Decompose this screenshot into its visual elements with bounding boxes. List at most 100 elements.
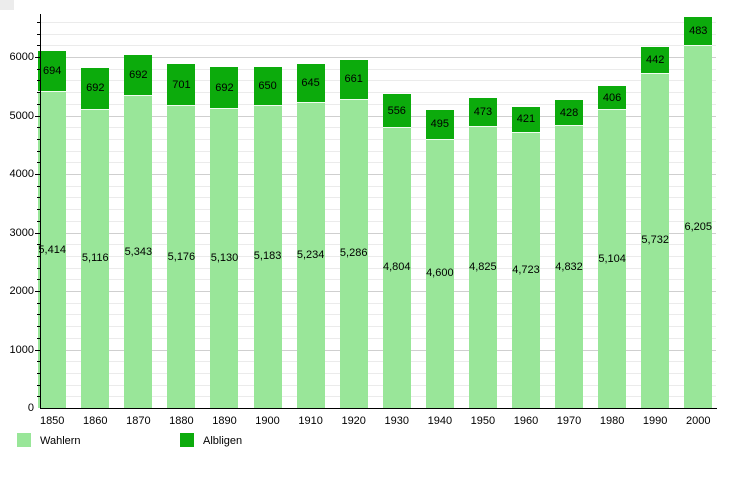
y-tick-6200 — [37, 45, 40, 47]
gridline-2400 — [40, 267, 716, 269]
y-tick-2600 — [37, 255, 40, 257]
gridline-4200 — [40, 162, 716, 164]
y-tick-3200 — [37, 220, 40, 222]
x-axis-label-1970: 1970 — [556, 415, 582, 427]
gridline-6400 — [40, 33, 716, 35]
value-label-wahlern-1890: 5,130 — [210, 251, 239, 264]
x-axis-label-1900: 1900 — [255, 415, 280, 427]
bar-1930-albligen-segment — [382, 94, 411, 127]
gridline-4800 — [40, 127, 716, 129]
gridline-1400 — [40, 326, 716, 328]
x-axis-label-1910: 1910 — [298, 415, 323, 427]
legend-swatch-wahlern — [17, 433, 31, 447]
y-tick-3400 — [37, 209, 40, 211]
bar-1880-albligen-segment — [167, 64, 196, 106]
bar-1980-wahlern-segment — [598, 109, 627, 408]
y-tick-2000 — [35, 291, 40, 292]
y-tick-600 — [37, 372, 40, 374]
value-label-albligen-1940: 495 — [430, 118, 450, 131]
gridline-1800 — [40, 302, 716, 304]
x-axis-label-1860: 1860 — [83, 415, 108, 427]
x-axis-label-1880: 1880 — [169, 415, 194, 427]
value-label-albligen-2000: 483 — [689, 24, 708, 37]
gridline-2000 — [40, 291, 716, 292]
gridline-3200 — [40, 220, 716, 222]
x-axis-label-1940: 1940 — [427, 415, 453, 427]
y-tick-1800 — [37, 302, 40, 304]
y-tick-4600 — [37, 138, 40, 140]
y-axis-label-6000: 6000 — [9, 51, 34, 63]
value-label-wahlern-1970: 4,832 — [555, 260, 583, 273]
bar-1850-albligen-segment — [38, 50, 67, 92]
y-axis-label-1000: 1000 — [9, 343, 34, 356]
y-tick-800 — [37, 361, 40, 363]
gridline-2800 — [40, 244, 716, 246]
x-axis-label-1990: 1990 — [642, 415, 668, 427]
bar-1880-wahlern-segment — [167, 105, 196, 408]
x-axis-label-1920: 1920 — [341, 415, 366, 427]
gridline-4400 — [40, 150, 716, 152]
bar-1890-wahlern-segment — [210, 107, 239, 408]
y-tick-5800 — [37, 68, 40, 70]
value-label-wahlern-1980: 5,104 — [598, 252, 626, 265]
bar-2000-albligen-segment — [684, 16, 713, 45]
value-label-wahlern-1910: 5,234 — [296, 248, 325, 261]
gridline-2600 — [40, 255, 716, 257]
y-tick-6600 — [37, 21, 40, 23]
gridline-5000 — [40, 115, 716, 117]
bar-1910-albligen-segment — [296, 64, 325, 102]
y-tick-6400 — [37, 33, 40, 35]
y-tick-2800 — [37, 244, 40, 246]
value-label-wahlern-1960: 4,723 — [512, 263, 540, 276]
value-label-albligen-1860: 692 — [86, 82, 105, 95]
gridline-2200 — [40, 279, 716, 281]
gridline-400 — [40, 384, 716, 386]
bar-1940-albligen-segment — [425, 109, 454, 139]
value-label-wahlern-1920: 5,286 — [339, 247, 368, 260]
bar-1930-wahlern-segment — [382, 126, 411, 408]
value-label-wahlern-1950: 4,825 — [469, 260, 497, 273]
legend-swatch-albligen — [180, 433, 194, 447]
value-label-wahlern-1940: 4,600 — [426, 267, 454, 280]
bar-1850-wahlern-segment — [38, 91, 67, 408]
x-axis-line — [40, 408, 717, 409]
bar-1990-wahlern-segment — [641, 72, 670, 408]
value-label-albligen-1900: 650 — [258, 79, 277, 92]
gridline-200 — [40, 396, 716, 398]
y-tick-2200 — [37, 279, 40, 281]
value-label-wahlern-1860: 5,116 — [81, 252, 109, 265]
gridline-5200 — [40, 103, 716, 105]
value-label-albligen-1910: 645 — [301, 76, 320, 89]
y-tick-400 — [37, 384, 40, 386]
bar-1960-albligen-segment — [511, 107, 540, 132]
legend-label-albligen: Albligen — [203, 435, 243, 447]
bar-1970-wahlern-segment — [555, 125, 584, 408]
x-axis-label-1890: 1890 — [212, 415, 237, 427]
bar-1900-albligen-segment — [253, 66, 282, 105]
y-axis-label-3000: 3000 — [9, 226, 34, 239]
value-label-albligen-1930: 556 — [387, 104, 406, 117]
bar-1890-albligen-segment — [210, 67, 239, 108]
value-label-wahlern-1850: 5,414 — [38, 243, 66, 256]
y-tick-3800 — [37, 185, 40, 187]
gridline-3400 — [40, 209, 716, 211]
x-axis-label-1850: 1850 — [39, 415, 65, 427]
bar-1960-wahlern-segment — [511, 131, 540, 408]
gridline-5600 — [40, 80, 716, 82]
gridline-1000 — [40, 349, 716, 351]
value-label-albligen-1880: 701 — [172, 78, 191, 91]
bar-1900-wahlern-segment — [253, 104, 282, 408]
y-tick-4200 — [37, 162, 40, 164]
y-tick-1200 — [37, 337, 40, 339]
gridline-4600 — [40, 138, 716, 140]
x-axis-label-1870: 1870 — [126, 415, 151, 427]
bar-1910-wahlern-segment — [296, 101, 325, 408]
value-label-wahlern-2000: 6,205 — [684, 220, 713, 233]
bar-1940-wahlern-segment — [425, 138, 454, 408]
bar-1950-albligen-segment — [468, 98, 497, 126]
y-tick-1400 — [37, 326, 40, 328]
gridline-4000 — [40, 174, 716, 175]
y-axis-label-4000: 4000 — [9, 168, 34, 180]
value-label-albligen-1920: 661 — [344, 73, 363, 86]
